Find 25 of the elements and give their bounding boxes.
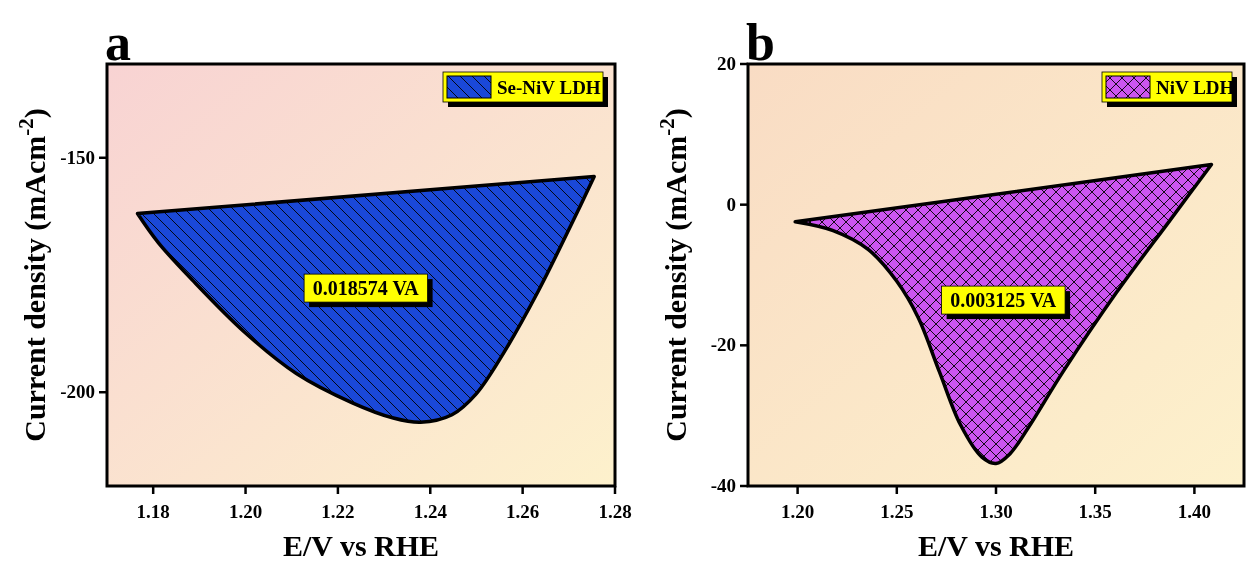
x-axis-title: E/V vs RHE <box>917 529 1075 562</box>
chart-title: a <box>105 14 131 71</box>
y-tick-label: 0 <box>726 193 736 215</box>
x-axis-title: E/V vs RHE <box>282 529 440 562</box>
x-tick-label: 1.22 <box>321 501 355 522</box>
x-tick-label: 1.20 <box>780 501 815 522</box>
y-tick-label: -150 <box>60 146 95 168</box>
x-tick-label: 1.18 <box>136 501 170 522</box>
chart-title: b <box>746 14 775 71</box>
x-tick-label: 1.20 <box>228 501 263 522</box>
x-tick-label: 1.30 <box>979 501 1013 522</box>
legend-label: NiV LDH <box>1156 77 1235 98</box>
x-tick-label: 1.25 <box>880 501 914 522</box>
x-tick-label: 1.28 <box>598 501 632 522</box>
x-tick-label: 1.35 <box>1078 501 1112 522</box>
y-tick-label: 20 <box>717 53 736 74</box>
x-tick-label: 1.24 <box>413 501 448 522</box>
y-tick-label: -20 <box>710 334 736 356</box>
y-tick-label: -200 <box>60 381 95 403</box>
x-tick-label: 1.26 <box>506 501 540 522</box>
annotation: 0.003125 VA <box>950 289 1057 312</box>
y-tick-label: -40 <box>710 475 736 496</box>
annotation: 0.018574 VA <box>312 277 420 300</box>
legend-label: Se-NiV LDH <box>497 77 601 98</box>
x-tick-label: 1.40 <box>1177 501 1212 522</box>
